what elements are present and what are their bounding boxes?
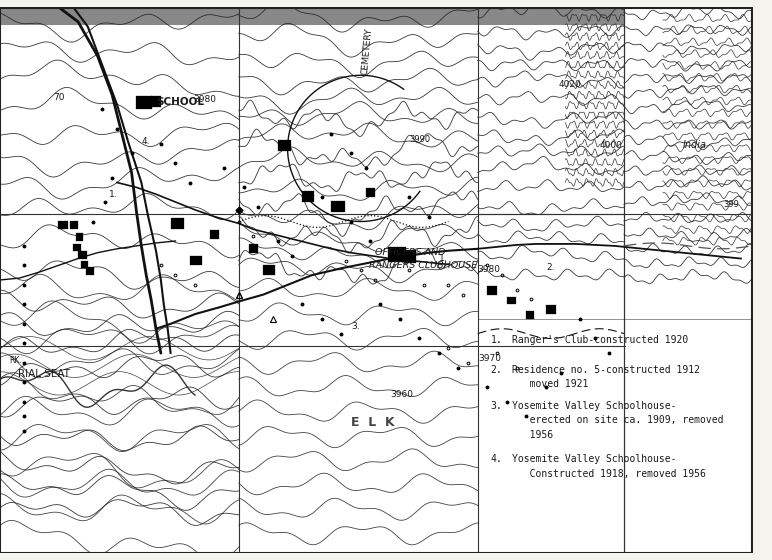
- Bar: [70, 221, 78, 229]
- Text: 1.: 1.: [438, 254, 447, 263]
- Text: RIAL SEAT: RIAL SEAT: [18, 370, 69, 380]
- Bar: [331, 201, 345, 212]
- Bar: [76, 233, 83, 241]
- Text: 3980: 3980: [193, 95, 216, 104]
- Bar: [73, 244, 81, 251]
- Bar: [302, 192, 314, 202]
- Bar: [171, 218, 185, 229]
- Text: 3970: 3970: [479, 354, 502, 363]
- Bar: [263, 265, 275, 275]
- Text: SCHOOL: SCHOOL: [156, 96, 204, 106]
- Bar: [366, 188, 375, 197]
- Bar: [546, 305, 556, 314]
- Text: E  L  K: E L K: [351, 416, 394, 429]
- Text: erected on site ca. 1909, removed: erected on site ca. 1909, removed: [512, 416, 723, 425]
- Bar: [59, 221, 68, 229]
- Text: OFFICERS AND: OFFICERS AND: [375, 248, 446, 256]
- Text: 1956: 1956: [512, 430, 553, 440]
- Text: 4020: 4020: [559, 80, 581, 89]
- Bar: [210, 230, 219, 239]
- Bar: [0, 7, 625, 25]
- Text: 3980: 3980: [478, 265, 501, 274]
- Bar: [527, 311, 534, 319]
- Text: RK.: RK.: [10, 356, 22, 365]
- Text: moved 1921: moved 1921: [512, 379, 588, 389]
- Bar: [86, 267, 93, 275]
- Text: 1.: 1.: [109, 190, 118, 199]
- Bar: [405, 250, 416, 263]
- Text: Yosemite Valley Schoolhouse-: Yosemite Valley Schoolhouse-: [512, 454, 676, 464]
- Text: 4.: 4.: [141, 137, 150, 146]
- Bar: [78, 251, 86, 259]
- Bar: [151, 96, 161, 108]
- Text: 4.: 4.: [490, 454, 502, 464]
- Text: 2.: 2.: [490, 365, 502, 375]
- Text: CEMETERY: CEMETERY: [361, 27, 374, 76]
- Text: 1.: 1.: [490, 335, 502, 346]
- Text: Yosemite Valley Schoolhouse-: Yosemite Valley Schoolhouse-: [512, 401, 676, 410]
- Text: 4000: 4000: [600, 141, 622, 151]
- Text: India: India: [682, 141, 706, 151]
- Text: 70: 70: [53, 92, 65, 102]
- Text: 3.: 3.: [351, 322, 360, 331]
- Bar: [388, 247, 405, 263]
- Text: 3.: 3.: [490, 401, 502, 410]
- Bar: [487, 286, 497, 295]
- Text: RANGERS CLUBHOUSE: RANGERS CLUBHOUSE: [368, 262, 477, 270]
- Text: Ranger's Club-constructed 1920: Ranger's Club-constructed 1920: [512, 335, 688, 346]
- Bar: [249, 244, 259, 253]
- Bar: [507, 297, 516, 305]
- Bar: [278, 139, 292, 151]
- Text: Constructed 1918, removed 1956: Constructed 1918, removed 1956: [512, 469, 706, 479]
- Text: 2.: 2.: [546, 263, 554, 272]
- Bar: [190, 255, 201, 265]
- Text: 399: 399: [723, 200, 740, 209]
- Text: 3990: 3990: [409, 134, 431, 143]
- Bar: [137, 96, 152, 109]
- Bar: [81, 262, 88, 268]
- Bar: [478, 319, 753, 553]
- Text: Residence no. 5-constructed 1912: Residence no. 5-constructed 1912: [512, 365, 700, 375]
- Text: 3960: 3960: [390, 390, 413, 399]
